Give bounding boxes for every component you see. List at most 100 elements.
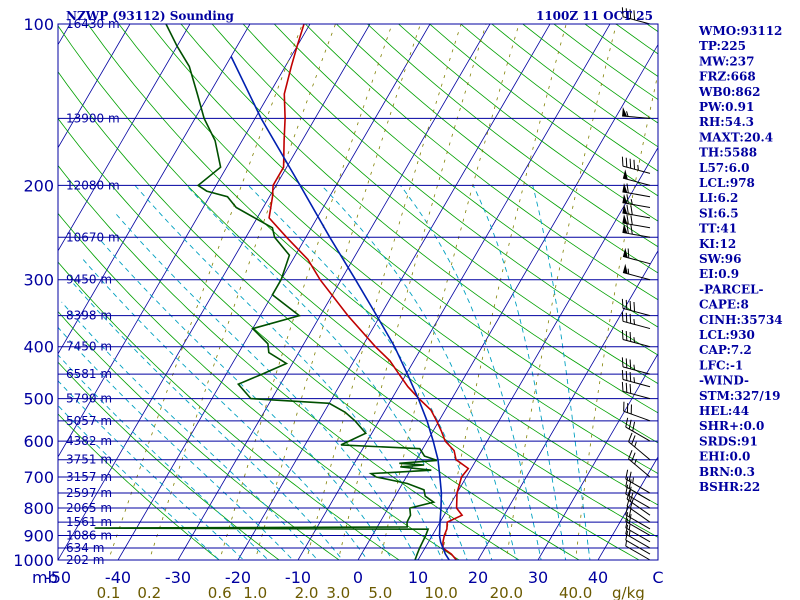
pressure-tick-label: 100	[23, 15, 54, 34]
wind-barb	[621, 298, 651, 317]
mixing-ratio-line	[337, 24, 487, 560]
wind-barb-half-flag	[634, 458, 637, 465]
y-axis-unit: mb	[32, 568, 58, 587]
moist-adiabat	[58, 354, 269, 560]
moist-adiabat	[532, 185, 591, 560]
wind-barb-flag	[625, 358, 628, 368]
wind-barb-flag	[621, 298, 624, 309]
height-label: 634 m	[66, 541, 104, 555]
wind-barb-flag	[629, 9, 632, 19]
index-line: TH:5588	[699, 146, 757, 160]
wind-barb-flag	[626, 489, 631, 500]
plot-frame	[57, 23, 659, 561]
pressure-tick-label: 900	[23, 526, 54, 545]
mixing-ratio-label: 3.0	[326, 584, 350, 600]
wind-barb-flag	[625, 330, 628, 341]
wind-barb-flag	[628, 514, 632, 524]
index-line: STM:327/19	[699, 389, 780, 403]
wind-barb-staff	[625, 521, 651, 536]
mixing-ratio-label: 0.2	[137, 584, 161, 600]
wind-barb-flag	[629, 372, 632, 382]
dry-adiabat	[58, 25, 658, 538]
wind-barb-flag	[631, 452, 636, 462]
moist-adiabat	[114, 212, 418, 560]
wind-barb-flag	[628, 432, 633, 442]
wind-barb	[625, 530, 651, 555]
mixing-ratio-line	[379, 24, 520, 560]
index-line: -WIND-	[699, 374, 749, 388]
wind-barb-half-flag	[630, 199, 633, 205]
temperature-trace	[268, 24, 470, 560]
thermodynamic-grid	[58, 24, 658, 560]
moist-adiabat	[82, 259, 369, 560]
temperature-tick-label: -50	[45, 568, 71, 587]
wind-barb-pennant	[622, 106, 628, 117]
index-line: TP:225	[699, 39, 746, 53]
wind-barb-staff	[625, 527, 651, 543]
pressure-tick-label: 700	[23, 468, 54, 487]
moist-adiabat	[321, 185, 517, 560]
dry-adiabat	[180, 24, 658, 414]
height-label: 16430 m	[66, 17, 120, 31]
isotherm	[597, 456, 658, 560]
index-line: LCL:978	[699, 176, 755, 190]
wind-barb-flag	[625, 530, 629, 541]
wind-barb-flag	[629, 492, 634, 502]
isotherm	[417, 146, 658, 560]
height-label: 202 m	[66, 553, 104, 567]
wind-barb	[626, 489, 651, 516]
wind-barb	[628, 432, 651, 461]
wind-barb	[621, 156, 651, 174]
wind-barb-pennant	[622, 193, 628, 204]
wind-barb	[623, 401, 651, 422]
wind-barb	[621, 369, 651, 388]
wind-barb-flag	[621, 357, 624, 367]
index-line: RH:54.3	[699, 115, 754, 129]
temperature-tick-label: -10	[285, 568, 311, 587]
dry-adiabat	[305, 24, 658, 301]
height-label: 4382 m	[66, 434, 112, 448]
height-label: 12080 m	[66, 178, 120, 192]
wind-barb-flag	[633, 159, 636, 170]
index-line: EHI:0.0	[699, 450, 750, 464]
dry-adiabat	[87, 24, 658, 506]
temperature-tick-label: -30	[165, 568, 191, 587]
height-label: 5790 m	[66, 392, 112, 406]
wind-barb-flag	[629, 158, 632, 169]
temperature-tick-label: 20	[468, 568, 488, 587]
moist-adiabat	[400, 185, 542, 560]
isotherm	[58, 24, 251, 355]
wind-barb-flag	[625, 382, 628, 393]
wind-barb-flag	[633, 301, 636, 312]
dry-adiabat	[367, 24, 658, 248]
wind-barb-staff	[622, 320, 651, 330]
dry-adiabat	[58, 310, 340, 560]
dry-adiabat	[58, 413, 220, 560]
wind-barb-flag	[633, 10, 636, 20]
wind-barb-flag	[631, 435, 636, 445]
wind-barb-pennant	[622, 214, 628, 224]
wind-barbs	[621, 7, 651, 561]
temperature-tick-label: -20	[225, 568, 251, 587]
wind-barb-staff	[626, 498, 651, 516]
wind-barb	[622, 214, 651, 229]
isotherm	[177, 24, 491, 560]
mixing-ratio-label: 40.0	[559, 584, 592, 600]
dry-adiabat	[58, 71, 640, 560]
temperature-tick-label: 30	[528, 568, 548, 587]
index-line: CINH:35734	[699, 313, 783, 327]
wind-barb	[622, 169, 651, 186]
isotherm	[357, 43, 658, 560]
wind-barb-flag	[621, 311, 624, 322]
wind-barb-flag	[626, 183, 629, 193]
height-label: 13900 m	[66, 111, 120, 125]
dry-adiabat	[273, 24, 658, 328]
dry-adiabat	[58, 361, 280, 560]
wind-barb-staff	[622, 366, 651, 375]
height-label: 8398 m	[66, 309, 112, 323]
wind-barb-staff	[628, 458, 651, 478]
pressure-tick-label: 500	[23, 390, 54, 409]
wind-barb-flag	[625, 518, 629, 528]
wind-barb-flag	[630, 215, 633, 225]
mixing-ratio-line	[440, 24, 567, 560]
